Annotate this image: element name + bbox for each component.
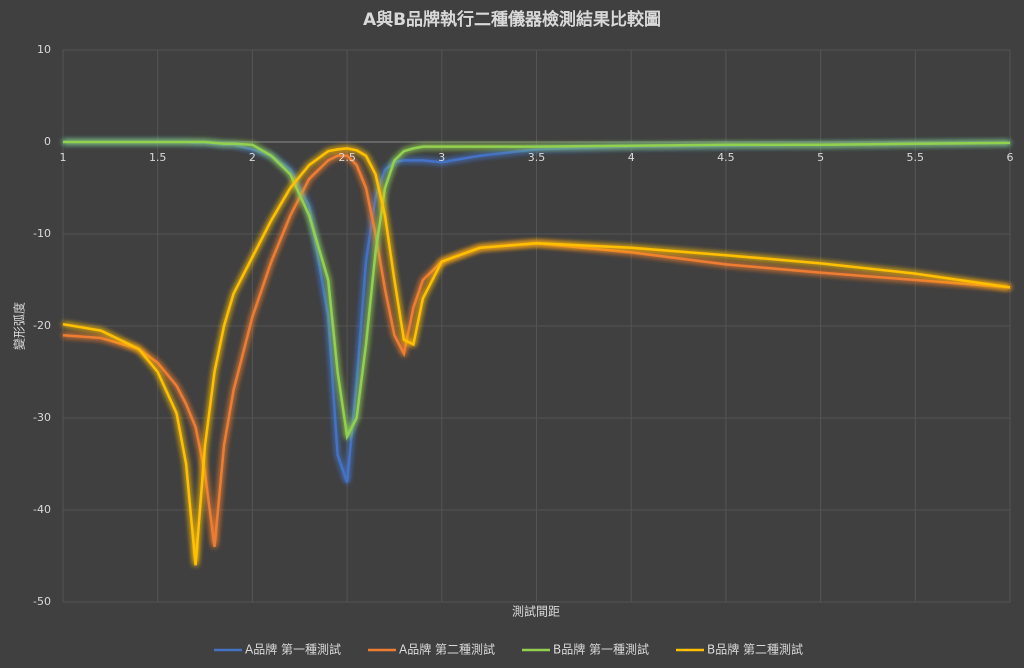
y-tick-label: -50 bbox=[33, 595, 51, 608]
series-line bbox=[62, 147, 1011, 566]
x-tick-label: 3.5 bbox=[528, 151, 546, 164]
x-tick-label: 1.5 bbox=[149, 151, 167, 164]
legend-label: A品牌 第一種測試 bbox=[245, 642, 341, 657]
y-tick-label: -40 bbox=[33, 503, 51, 516]
y-tick-label: 0 bbox=[44, 135, 51, 148]
x-tick-label: 4 bbox=[628, 151, 635, 164]
y-tick-label: -10 bbox=[33, 227, 51, 240]
x-tick-label: 2 bbox=[249, 151, 256, 164]
legend-label: B品牌 第二種測試 bbox=[707, 642, 803, 657]
x-tick-label: 4.5 bbox=[717, 151, 735, 164]
x-tick-label: 6 bbox=[1007, 151, 1014, 164]
x-tick-label: 3 bbox=[438, 151, 445, 164]
x-tick-label: 5 bbox=[817, 151, 824, 164]
series-line bbox=[63, 140, 1011, 441]
y-tick-label: -20 bbox=[33, 319, 51, 332]
y-tick-label: 10 bbox=[37, 43, 51, 56]
legend-label: A品牌 第二種測試 bbox=[399, 642, 495, 657]
y-tick-label: -30 bbox=[33, 411, 51, 424]
x-tick-label: 2.5 bbox=[338, 151, 356, 164]
legend-label: B品牌 第一種測試 bbox=[553, 642, 649, 657]
x-axis-title: 測試間距 bbox=[512, 604, 560, 619]
y-axis-title: 變形弧度 bbox=[12, 302, 27, 350]
x-tick-label: 5.5 bbox=[907, 151, 925, 164]
x-tick-label: 1 bbox=[60, 151, 67, 164]
chart-title: A與B品牌執行二種儀器檢測結果比較圖 bbox=[363, 9, 661, 30]
